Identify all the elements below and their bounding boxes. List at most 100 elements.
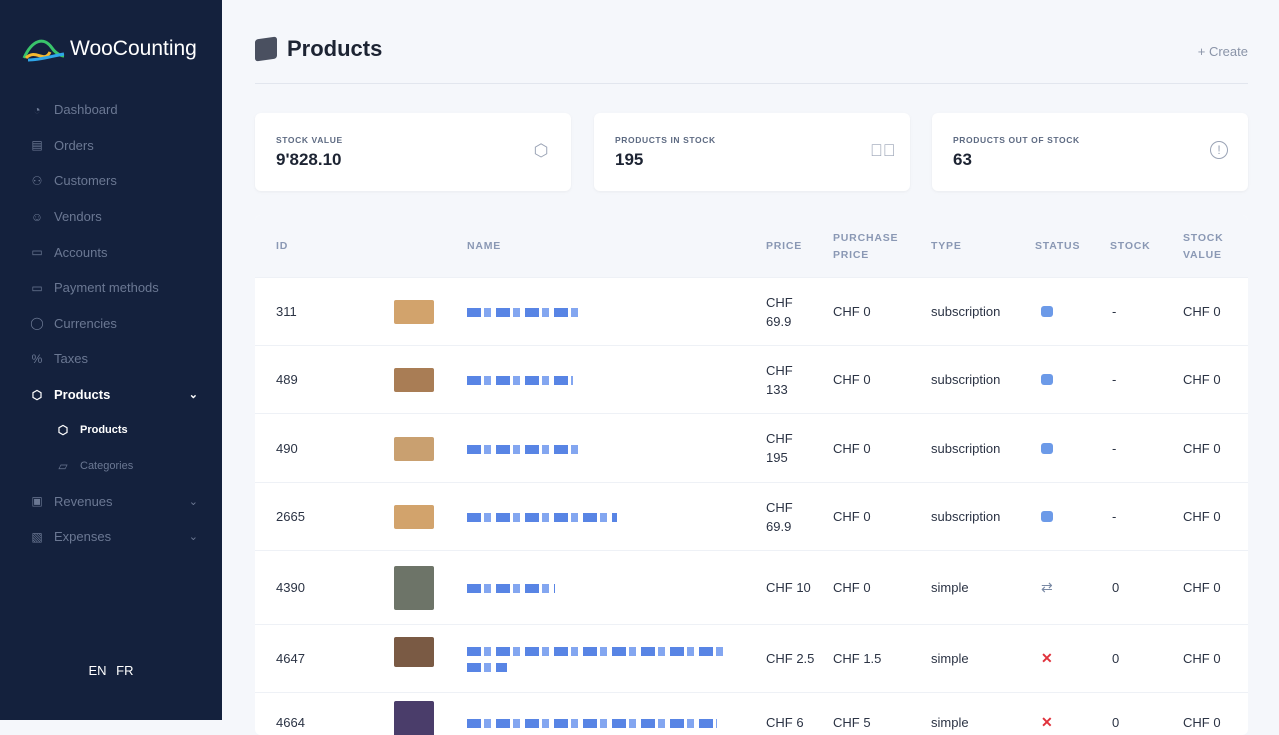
col-purchase-price[interactable]: PURCHASE PRICE [833,231,899,261]
product-thumbnail[interactable] [394,300,434,324]
users-icon: ⚇ [31,173,43,188]
cell-type: simple [931,580,969,595]
gauge-icon: ◔ [33,102,41,117]
logo[interactable]: WooCounting [22,34,197,64]
sidebar-item-label: Expenses [54,529,112,545]
check-circle-icon: ✓⃝ [870,141,896,160]
box-icon [255,36,277,62]
cell-id: 489 [276,372,298,387]
stat-label: PRODUCTS OUT OF STOCK [953,135,1080,145]
cell-stock-value: CHF 0 [1183,440,1221,456]
virtual-box-icon [1041,306,1053,317]
product-name-link[interactable] [467,513,617,522]
cell-status: ⇄ [1041,551,1053,624]
virtual-box-icon [1041,511,1053,522]
cell-status: ✕ [1041,625,1053,692]
table-row[interactable]: 4647 CHF 2.5 CHF 1.5 simple ✕ 0 CHF 0 [255,625,1248,693]
lang-en[interactable]: EN [88,663,107,678]
create-button[interactable]: + Create [1197,44,1248,59]
cell-stock: - [1112,372,1117,387]
page-title-text: Products [287,36,383,61]
sidebar-item-accounts[interactable]: ▭ Accounts [0,234,222,270]
chevron-down-icon[interactable]: ⌄ [188,531,198,544]
product-name-link[interactable] [467,444,583,454]
sidebar-item-payment-methods[interactable]: ▭ Payment methods [0,270,222,306]
col-stock[interactable]: STOCK [1110,240,1151,252]
cell-price: CHF 10 [766,580,811,595]
clipboard-icon: ▤ [31,138,43,153]
col-id[interactable]: ID [276,240,289,252]
coins-icon: ◯ [30,316,44,331]
sidebar-item-label: Customers [54,173,117,189]
col-stock-value[interactable]: STOCK VALUE [1183,231,1224,261]
sidebar-item-label: Accounts [54,244,108,260]
product-name-link[interactable] [467,308,583,317]
sidebar-item-vendors[interactable]: ☺ Vendors [0,199,222,235]
cell-id: 4390 [276,580,305,595]
product-name-link[interactable] [467,663,507,672]
cell-purchase-price: CHF 0 [833,372,871,387]
receipt-icon: ▧ [31,529,43,544]
product-thumbnail[interactable] [394,436,434,461]
virtual-box-icon [1041,374,1053,385]
cell-stock-value: CHF 0 [1183,580,1221,595]
sidebar-item-orders[interactable]: ▤ Orders [0,128,222,164]
cell-id: 4664 [276,715,305,730]
sidebar-item-label: Revenues [54,493,113,509]
chevron-down-icon[interactable]: ⌄ [188,389,198,402]
product-thumbnail[interactable] [394,701,434,735]
product-name-link[interactable] [467,719,717,728]
sidebar-item-label: Currencies [54,315,117,331]
table-row[interactable]: 4664 CHF 6 CHF 5 simple ✕ 0 CHF 0 [255,693,1248,735]
table-row[interactable]: 4390 CHF 10 CHF 0 simple ⇄ 0 CHF 0 [255,551,1248,625]
cell-purchase-price: CHF 0 [833,580,871,595]
col-status[interactable]: STATUS [1035,240,1081,252]
sync-arrows-icon: ⇄ [1041,579,1053,595]
product-thumbnail[interactable] [394,566,434,610]
sidebar-item-customers[interactable]: ⚇ Customers [0,163,222,199]
cell-stock-value: CHF 0 [1183,715,1221,730]
product-thumbnail[interactable] [394,637,434,667]
cell-stock: - [1112,304,1117,319]
col-price[interactable]: PRICE [766,240,803,252]
table-row[interactable]: 2665 CHF 69.9 CHF 0 subscription - CHF 0 [255,483,1248,551]
cell-purchase-price: CHF 1.5 [833,651,882,666]
stat-value: 9'828.10 [276,150,342,169]
sidebar-item-categories-sub[interactable]: ▱ Categories [0,448,222,484]
cell-status [1041,414,1053,482]
cell-type: simple [931,715,969,730]
sidebar-item-taxes[interactable]: % Taxes [0,341,222,377]
sidebar-item-label: Products [54,387,111,403]
cell-stock: - [1112,440,1117,456]
boxes-icon: ⬡ [533,141,549,160]
product-name-link[interactable] [467,584,555,593]
cell-purchase-price: CHF 0 [833,440,871,456]
col-type[interactable]: TYPE [931,240,962,252]
sidebar-item-products-sub[interactable]: ⬡ Products [0,412,222,448]
table-row[interactable]: 311 CHF 69.9 CHF 0 subscription - CHF 0 [255,278,1248,346]
sidebar-item-label: Products [80,424,128,437]
sidebar-item-expenses[interactable]: ▧ Expenses ⌄ [0,519,222,555]
chevron-down-icon[interactable]: ⌄ [188,495,198,508]
sidebar-item-label: Vendors [54,209,102,225]
folder-icon: ▱ [58,458,68,473]
cell-type: subscription [931,304,1001,319]
sidebar-item-revenues[interactable]: ▣ Revenues ⌄ [0,484,222,520]
product-name-link[interactable] [467,647,725,656]
products-table: ID NAME PRICE PURCHASE PRICE TYPE STATUS… [255,215,1248,735]
cell-status: ✕ [1041,693,1053,735]
sidebar-item-dashboard[interactable]: ◔ Dashboard [0,92,222,128]
cell-price: CHF 6 [766,715,804,730]
sidebar-item-label: Taxes [54,351,88,367]
product-thumbnail[interactable] [394,505,434,529]
page-title: Products [255,36,382,62]
col-name[interactable]: NAME [467,240,502,252]
product-thumbnail[interactable] [394,368,434,392]
lang-fr[interactable]: FR [116,663,134,678]
table-row[interactable]: 489 CHF 133 CHF 0 subscription - CHF 0 [255,346,1248,414]
percent-icon: % [31,351,43,366]
sidebar-item-currencies[interactable]: ◯ Currencies [0,306,222,342]
table-row[interactable]: 490 CHF 195 CHF 0 subscription - CHF 0 [255,414,1248,483]
sidebar-item-products[interactable]: ⬡ Products ⌄ [0,377,222,413]
product-name-link[interactable] [467,376,573,385]
